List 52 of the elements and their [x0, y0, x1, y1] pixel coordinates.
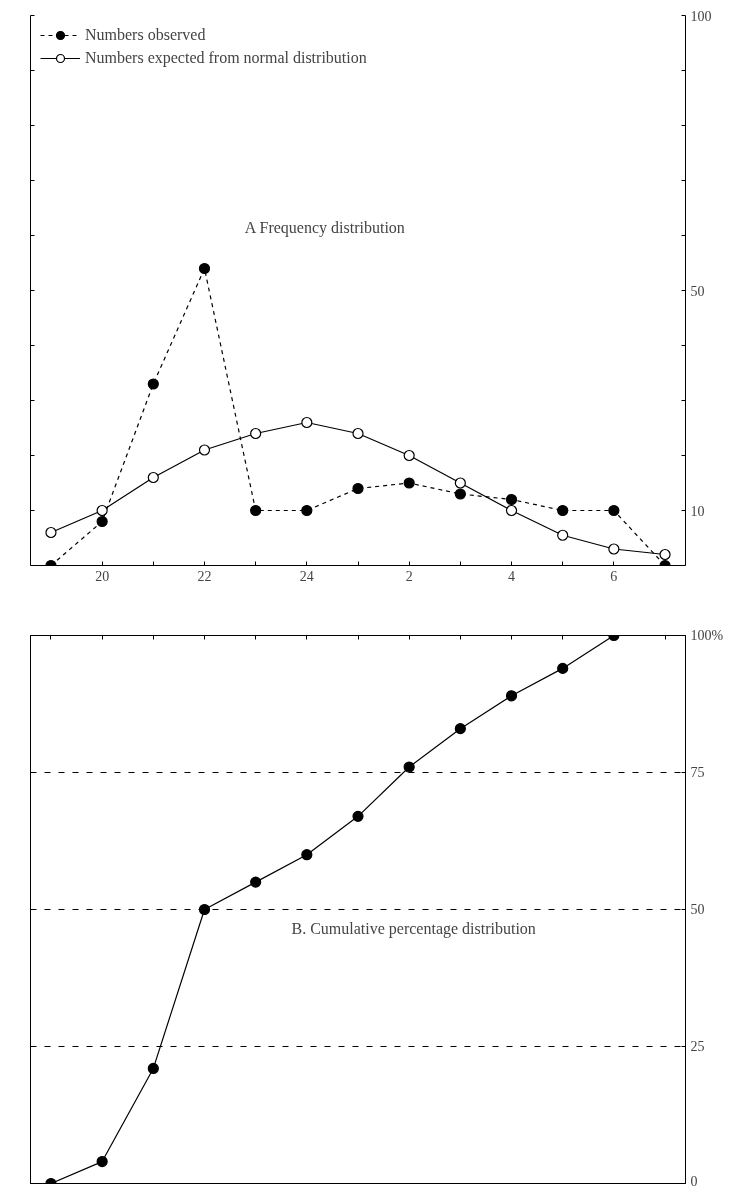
point — [250, 427, 262, 440]
x-tick-label: 4 — [508, 568, 516, 584]
point — [301, 849, 313, 861]
point — [403, 761, 415, 773]
x-tick-label: 6 — [610, 568, 618, 584]
point — [96, 515, 108, 528]
point — [608, 543, 620, 555]
point — [198, 903, 211, 916]
point — [147, 378, 159, 390]
point — [301, 504, 313, 517]
x-tick-label: 20 — [95, 568, 110, 584]
point — [198, 262, 211, 275]
point — [352, 810, 364, 822]
point — [45, 526, 57, 539]
y-tick-label: 50 — [690, 283, 705, 299]
point — [301, 416, 313, 429]
x-tick-label: 2 — [405, 568, 413, 584]
point — [505, 493, 518, 506]
y-tick-label: 25 — [690, 1039, 705, 1054]
point — [505, 504, 518, 517]
point — [250, 876, 262, 888]
legend-label: Numbers expected from normal distribution — [85, 49, 367, 67]
point — [454, 477, 466, 489]
y-tick-label: 10 — [690, 503, 705, 519]
point — [96, 1155, 108, 1168]
point — [403, 449, 415, 462]
y-tick-label: 100% — [690, 628, 724, 643]
point — [198, 444, 211, 456]
y-tick-label: 50 — [690, 902, 705, 917]
point — [557, 529, 569, 541]
text: B. Cumulative percentage distribution — [291, 919, 536, 938]
point — [250, 504, 262, 517]
point — [147, 1062, 159, 1075]
y-tick-label: 0 — [690, 1173, 698, 1188]
legend-label: Numbers observed — [85, 26, 206, 44]
y-tick-label: 75 — [690, 765, 705, 780]
y-tick-label: 100 — [690, 8, 712, 24]
point — [403, 477, 415, 489]
point — [505, 690, 518, 702]
point — [608, 504, 620, 517]
point — [147, 471, 159, 484]
point — [352, 482, 364, 495]
point — [557, 662, 569, 674]
point — [454, 488, 466, 500]
x-tick-label: 22 — [197, 568, 212, 584]
point — [557, 504, 569, 517]
point — [454, 723, 466, 735]
point — [96, 504, 108, 517]
point — [659, 548, 671, 561]
text: A Frequency distribution — [244, 218, 405, 237]
x-tick-label: 24 — [299, 568, 314, 584]
point — [352, 427, 364, 440]
